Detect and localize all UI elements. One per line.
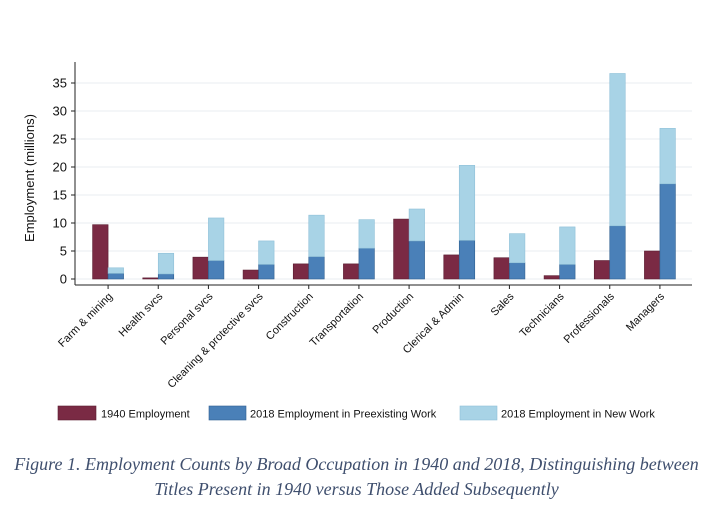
- bar-2018-preexisting: [659, 183, 676, 280]
- x-tick-label: Personal svcs: [159, 290, 216, 347]
- bar-1940: [393, 218, 410, 280]
- y-tick-label: 10: [53, 216, 67, 231]
- caption-line-1: Figure 1. Employment Counts by Broad Occ…: [14, 454, 699, 474]
- legend-swatch: [57, 405, 97, 421]
- bar-1940: [343, 263, 360, 280]
- legend-swatch: [459, 405, 498, 421]
- bar-1940: [543, 275, 560, 280]
- x-tick-label: Construction: [264, 291, 316, 343]
- bar-2018-new: [358, 219, 375, 249]
- x-tick-label: Production: [371, 291, 417, 337]
- bar-2018-preexisting: [107, 273, 124, 280]
- legend-label: 2018 Employment in New Work: [501, 409, 655, 421]
- bars: [92, 73, 676, 280]
- x-tick-label: Professionals: [562, 290, 618, 346]
- y-tick-label: 20: [53, 160, 67, 175]
- bar-2018-new: [458, 165, 476, 241]
- bar-2018-new: [107, 267, 124, 274]
- bar-1940: [192, 256, 209, 280]
- bar-1940: [242, 269, 259, 280]
- x-tick-label: Sales: [489, 290, 517, 318]
- x-tick-label: Cleaning & protective svcs: [166, 290, 266, 390]
- bar-2018-preexisting: [509, 262, 526, 280]
- bar-2018-preexisting: [458, 240, 476, 280]
- y-tick-label: 35: [53, 76, 67, 91]
- bar-1940: [493, 257, 510, 280]
- bar-2018-new: [258, 240, 275, 265]
- x-tick-label: Farm & mining: [56, 291, 115, 350]
- bar-2018-new: [659, 128, 676, 185]
- bar-1940: [443, 254, 460, 280]
- x-tick-label: Managers: [624, 290, 667, 333]
- x-tick-label: Technicians: [518, 290, 567, 339]
- y-axis-ticks: 0 5 10 15 20 25 30 35: [53, 76, 75, 287]
- bar-2018-new: [408, 208, 425, 242]
- y-tick-label: 0: [60, 272, 67, 287]
- bar-1940: [142, 277, 159, 280]
- x-tick-label: Transportation: [308, 291, 366, 349]
- bar-2018-new: [559, 226, 576, 265]
- x-tick-label: Health svcs: [117, 290, 166, 339]
- bar-2018-preexisting: [258, 264, 275, 280]
- bar-2018-preexisting: [208, 260, 225, 280]
- bar-2018-new: [157, 252, 175, 275]
- y-axis-label: Employment (millions): [22, 114, 37, 242]
- bar-2018-preexisting: [358, 247, 375, 280]
- bar-1940: [92, 224, 109, 280]
- bar-1940: [593, 260, 611, 280]
- bar-2018-preexisting: [308, 256, 325, 280]
- caption-line-2: Titles Present in 1940 versus Those Adde…: [154, 479, 559, 499]
- bar-2018-new: [308, 214, 325, 257]
- bar-2018-preexisting: [609, 225, 626, 280]
- legend-label: 2018 Employment in Preexisting Work: [250, 409, 437, 421]
- bar-1940: [644, 250, 661, 280]
- bar-1940: [292, 263, 310, 280]
- bar-2018-preexisting: [408, 240, 425, 280]
- bar-2018-new: [509, 233, 526, 264]
- bar-2018-preexisting: [157, 273, 175, 280]
- y-tick-label: 30: [53, 104, 67, 119]
- bar-2018-preexisting: [559, 264, 576, 280]
- legend: 1940 Employment 2018 Employment in Preexi…: [57, 405, 655, 421]
- y-tick-label: 25: [53, 132, 67, 147]
- y-tick-label: 15: [53, 188, 67, 203]
- bar-2018-new: [609, 73, 626, 227]
- figure-caption: Figure 1. Employment Counts by Broad Occ…: [0, 452, 713, 502]
- y-tick-label: 5: [60, 244, 67, 259]
- legend-label: 1940 Employment: [101, 409, 190, 421]
- legend-swatch: [208, 405, 247, 421]
- gridlines: [75, 82, 692, 280]
- bar-2018-new: [208, 217, 225, 261]
